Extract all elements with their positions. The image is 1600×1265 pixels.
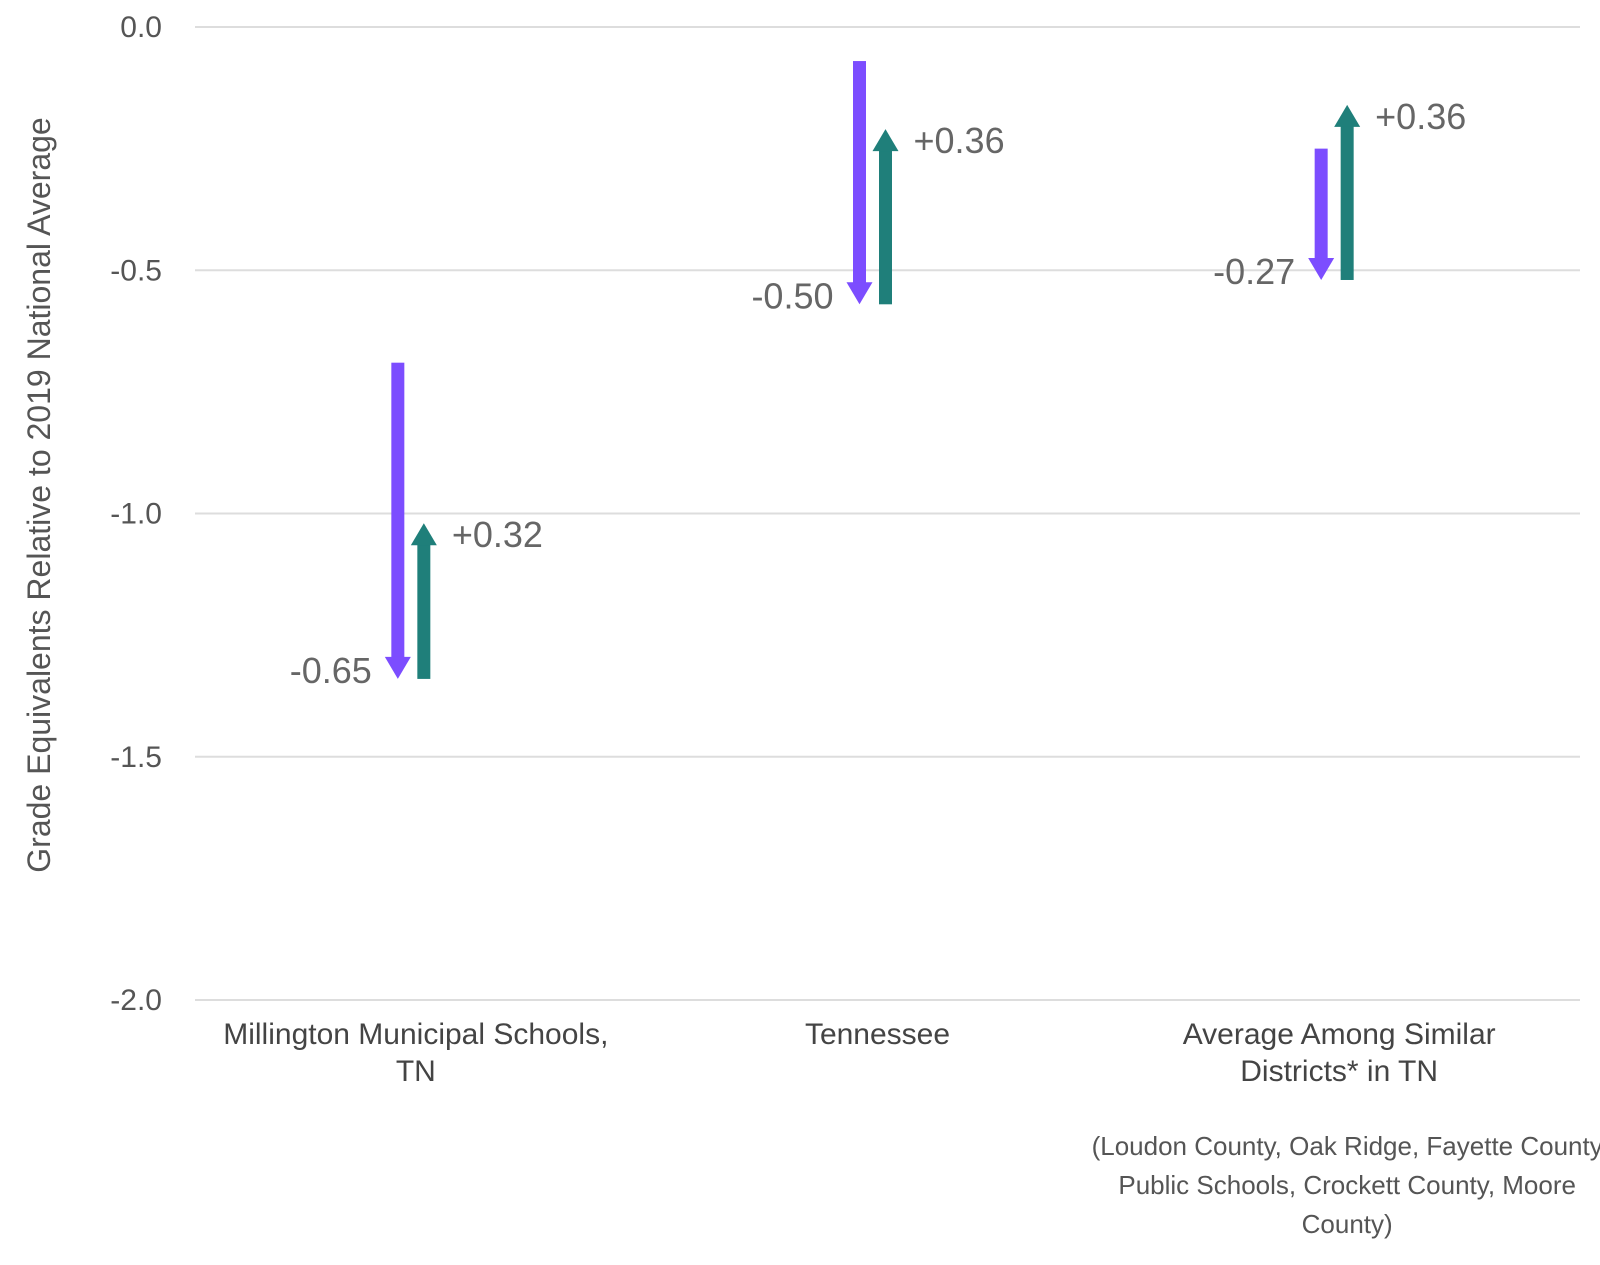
recovery-value-label: +0.36: [914, 120, 1005, 161]
y-tick-label: -1.0: [110, 498, 162, 531]
decline-arrow-head: [1308, 257, 1335, 280]
category-labels: Millington Municipal Schools, TN Tennessee…: [223, 1018, 1600, 1239]
y-tick-label: -0.5: [110, 254, 162, 287]
decline-arrow-head: [846, 282, 873, 305]
category-note: (Loudon County, Oak Ridge, Fayette Count…: [1092, 1131, 1600, 1161]
category-label: Average Among Similar: [1183, 1018, 1496, 1051]
decline-value-label: -0.50: [751, 275, 833, 316]
recovery-arrow-shaft: [417, 544, 431, 679]
y-tick-label: 0.0: [120, 11, 162, 44]
y-axis-title: Grade Equivalents Relative to 2019 Natio…: [21, 117, 57, 872]
decline-arrow-shaft: [391, 362, 405, 658]
recovery-arrow-head: [1334, 104, 1361, 127]
y-tick-label: -1.5: [110, 741, 162, 774]
arrow-marks: -0.65 +0.32 -0.50 +0.36 -0.27 +0.36: [290, 61, 1466, 691]
recovery-arrow-shaft: [1340, 125, 1354, 280]
recovery-arrow-head: [872, 129, 899, 152]
y-tick-label: -2.0: [110, 984, 162, 1017]
recovery-arrow-head: [410, 523, 437, 546]
category-label: Millington Municipal Schools,: [223, 1018, 608, 1051]
category-label: Districts* in TN: [1240, 1055, 1438, 1088]
recovery-value-label: +0.32: [452, 514, 543, 555]
decline-arrow-head: [384, 656, 411, 679]
recovery-value-label: +0.36: [1375, 96, 1466, 137]
category-note: County): [1302, 1209, 1393, 1239]
y-tick-labels: 0.0 -0.5 -1.0 -1.5 -2.0: [110, 11, 162, 1017]
decline-value-label: -0.27: [1213, 251, 1295, 292]
decline-arrow-shaft: [853, 61, 866, 284]
recovery-arrow-shaft: [879, 150, 892, 305]
decline-arrow-shaft: [1314, 148, 1328, 259]
category-note: Public Schools, Crockett County, Moore: [1118, 1170, 1576, 1200]
decline-value-label: -0.65: [290, 650, 372, 691]
category-label: TN: [396, 1055, 436, 1088]
category-label: Tennessee: [805, 1018, 950, 1051]
